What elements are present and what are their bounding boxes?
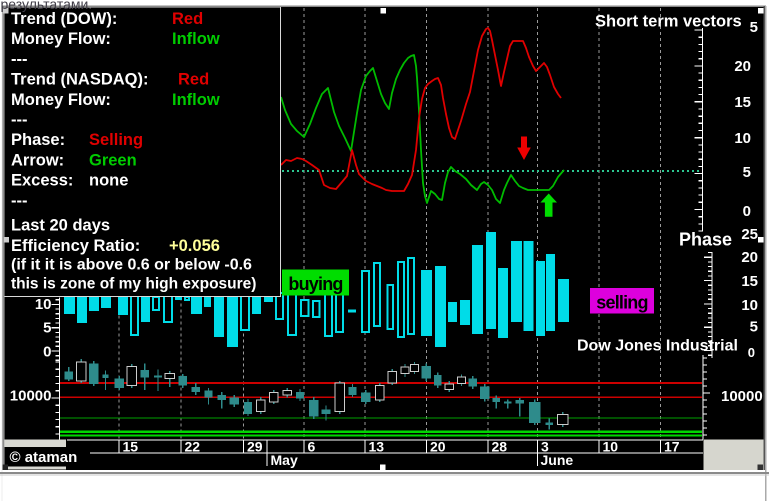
svg-text:0: 0: [743, 203, 751, 220]
svg-text:5: 5: [750, 19, 758, 36]
svg-text:10: 10: [603, 439, 619, 455]
svg-text:buying: buying: [288, 274, 342, 294]
svg-text:Selling: Selling: [89, 131, 143, 149]
svg-text:Money Flow:: Money Flow:: [11, 91, 111, 109]
svg-text:---: ---: [11, 50, 27, 68]
svg-text:+0.056: +0.056: [169, 237, 220, 255]
svg-text:Red: Red: [178, 71, 209, 89]
svg-text:Red: Red: [172, 10, 203, 28]
svg-text:Phase: Phase: [679, 230, 732, 250]
svg-text:0: 0: [43, 344, 51, 361]
svg-text:Green: Green: [89, 151, 137, 169]
svg-text:10: 10: [35, 296, 52, 313]
svg-text:June: June: [541, 452, 574, 468]
svg-text:© ataman: © ataman: [10, 449, 78, 466]
svg-text:20: 20: [734, 58, 751, 75]
svg-text:Short term vectors: Short term vectors: [595, 13, 742, 31]
svg-text:none: none: [89, 172, 128, 190]
svg-text:5: 5: [750, 319, 758, 336]
svg-text:selling: selling: [596, 293, 647, 313]
svg-text:10: 10: [734, 130, 751, 147]
svg-text:5: 5: [43, 320, 51, 337]
svg-text:20: 20: [430, 439, 446, 455]
svg-text:Trend (NASDAQ):: Trend (NASDAQ):: [11, 71, 149, 89]
svg-text:15: 15: [734, 94, 751, 111]
svg-text:15: 15: [741, 273, 758, 290]
svg-text:Arrow:: Arrow:: [11, 151, 64, 169]
svg-text:this is zone of my high exposu: this is zone of my high exposure): [11, 275, 256, 292]
svg-text:10000: 10000: [10, 388, 52, 405]
svg-text:результатами.: результатами.: [1, 0, 93, 12]
svg-text:29: 29: [247, 439, 263, 455]
svg-text:10000: 10000: [721, 388, 763, 405]
svg-text:6: 6: [308, 439, 316, 455]
svg-text:Inflow: Inflow: [172, 30, 220, 48]
svg-text:22: 22: [185, 439, 201, 455]
svg-text:3: 3: [541, 439, 549, 455]
svg-text:(if it it is above 0.6 or belo: (if it it is above 0.6 or below -0.6: [11, 256, 252, 273]
svg-text:17: 17: [664, 439, 680, 455]
svg-text:Trend (DOW):: Trend (DOW):: [11, 10, 117, 28]
svg-text:0: 0: [748, 345, 755, 360]
svg-text:Last 20 days: Last 20 days: [11, 217, 110, 235]
svg-text:---: ---: [11, 192, 27, 210]
svg-text:Excess:: Excess:: [11, 172, 73, 190]
svg-text:Phase:: Phase:: [11, 131, 65, 149]
svg-text:Dow Jones Industrial: Dow Jones Industrial: [577, 338, 738, 355]
svg-text:Money Flow:: Money Flow:: [11, 30, 111, 48]
svg-text:Efficiency Ratio:: Efficiency Ratio:: [11, 237, 140, 255]
svg-text:20: 20: [741, 249, 758, 266]
svg-text:28: 28: [492, 439, 508, 455]
svg-text:13: 13: [369, 439, 385, 455]
svg-text:10: 10: [741, 297, 758, 314]
svg-text:May: May: [271, 452, 298, 468]
svg-text:15: 15: [123, 439, 139, 455]
svg-text:---: ---: [11, 111, 27, 129]
svg-text:5: 5: [743, 164, 751, 181]
svg-text:Inflow: Inflow: [172, 91, 220, 109]
svg-text:25: 25: [741, 226, 758, 243]
